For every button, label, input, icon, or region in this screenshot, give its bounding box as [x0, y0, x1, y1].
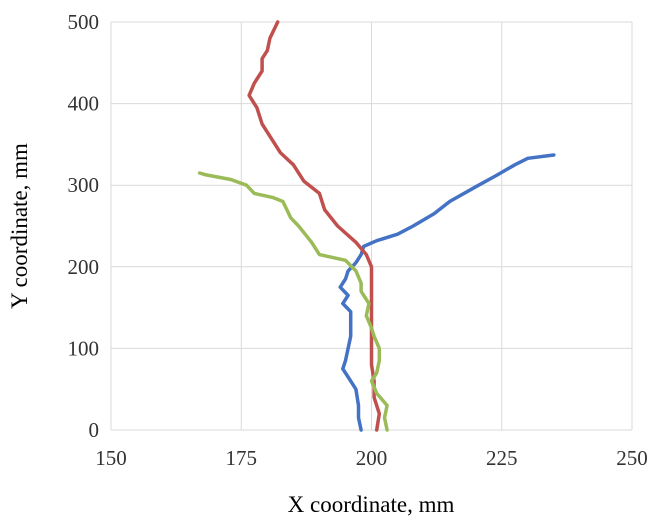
tick-labels: 150 175 200 225 250 0 100 200 300 400 500 — [68, 10, 648, 470]
series-line-3 — [197, 171, 389, 432]
y-tick-label: 200 — [68, 255, 100, 279]
gridlines — [110, 21, 633, 431]
series-line-1 — [338, 153, 556, 432]
series-layer — [197, 20, 556, 432]
x-tick-label: 175 — [226, 446, 258, 470]
y-tick-label: 300 — [68, 173, 100, 197]
series-line-2 — [247, 20, 382, 432]
y-tick-label: 400 — [68, 92, 100, 116]
y-tick-label: 100 — [68, 336, 100, 360]
y-tick-label: 500 — [68, 10, 100, 34]
x-tick-label: 150 — [95, 446, 127, 470]
x-axis-label: X coordinate, mm — [288, 492, 455, 517]
x-tick-label: 250 — [616, 446, 648, 470]
y-tick-label: 0 — [89, 418, 100, 442]
y-axis-label: Y coordinate, mm — [7, 143, 32, 309]
x-tick-label: 200 — [356, 446, 388, 470]
x-tick-label: 225 — [486, 446, 518, 470]
